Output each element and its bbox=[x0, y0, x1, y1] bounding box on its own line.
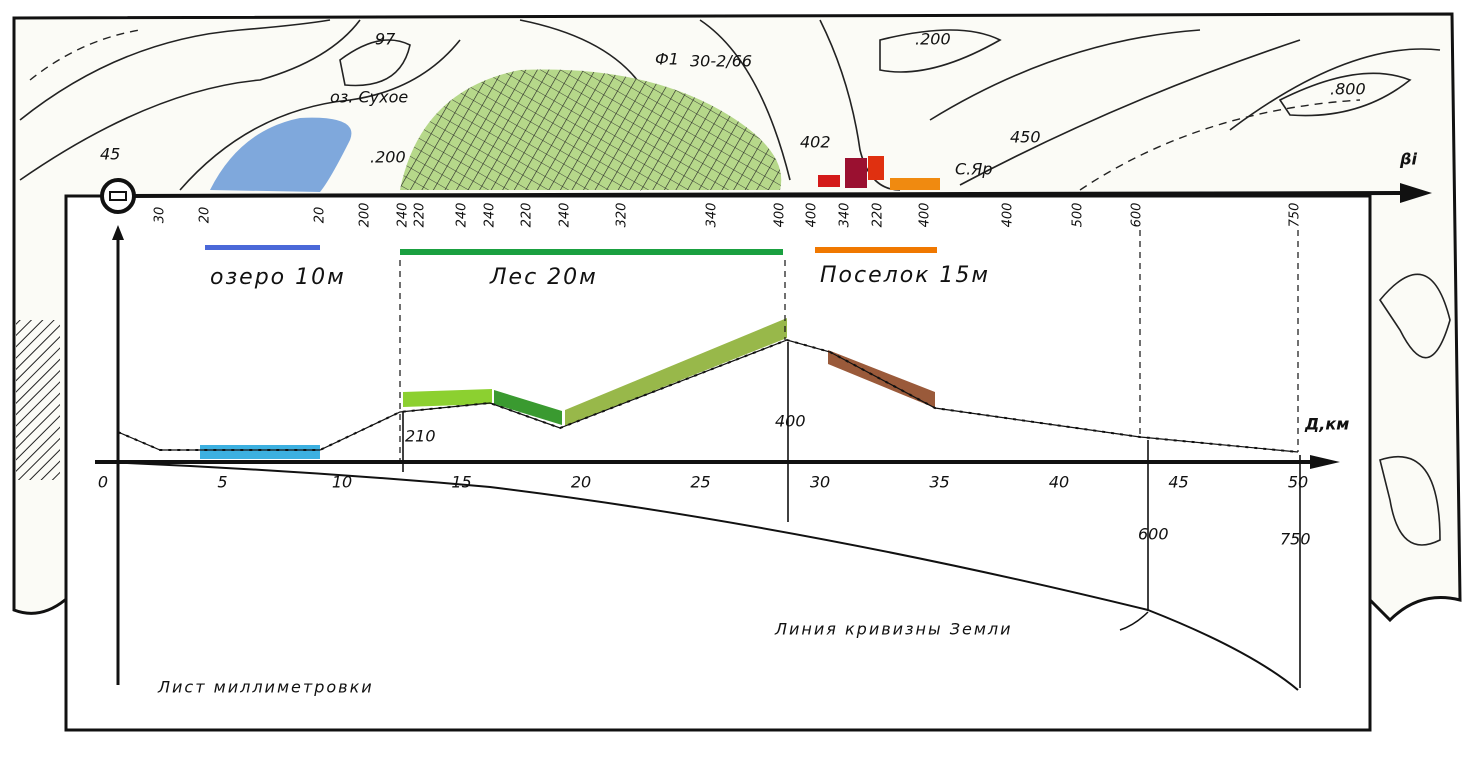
x-tick-label: 10 bbox=[332, 473, 352, 492]
terrain-line bbox=[117, 339, 1299, 453]
lake-bar bbox=[205, 245, 320, 250]
height-label: 400 bbox=[805, 203, 820, 228]
profile-label: 750 bbox=[1280, 530, 1311, 549]
height-label: 220 bbox=[871, 203, 886, 228]
x-tick-label: 15 bbox=[451, 473, 471, 492]
height-label: 240 bbox=[455, 203, 470, 228]
route-arrow bbox=[1400, 183, 1432, 203]
height-label: 30 bbox=[153, 207, 168, 224]
map-label: 30-2/66 bbox=[690, 52, 752, 71]
x-axis-arrow bbox=[1310, 455, 1340, 469]
curvature-label: Линия кривизны Земли bbox=[774, 620, 1013, 639]
start-marker bbox=[100, 178, 136, 214]
forest-bar bbox=[400, 249, 783, 255]
height-label: 220 bbox=[413, 203, 428, 228]
height-label: 220 bbox=[520, 203, 535, 228]
height-label: 240 bbox=[558, 203, 573, 228]
route-line bbox=[117, 191, 1421, 198]
height-label: 400 bbox=[1001, 203, 1016, 228]
forest-profile-2 bbox=[494, 390, 562, 425]
x-tick-label: 50 bbox=[1288, 473, 1308, 492]
height-label: 320 bbox=[615, 203, 630, 228]
map-label: .800 bbox=[1330, 80, 1366, 99]
height-label: 600 bbox=[1130, 203, 1145, 228]
height-label: 750 bbox=[1288, 203, 1303, 228]
profile-label: 400 bbox=[775, 412, 806, 431]
x-tick-label: 35 bbox=[929, 473, 949, 492]
map-label: βi bbox=[1399, 150, 1417, 169]
x-tick-label: 20 bbox=[571, 473, 591, 492]
feature-label: Лес 20м bbox=[489, 265, 598, 290]
x-tick-label: 45 bbox=[1168, 473, 1188, 492]
height-label: 400 bbox=[773, 203, 788, 228]
vertical-arrow bbox=[112, 225, 124, 240]
map-label: 450 bbox=[1010, 128, 1041, 147]
height-label: 20 bbox=[313, 207, 328, 224]
height-label: 20 bbox=[198, 207, 213, 224]
height-label: 200 bbox=[358, 203, 373, 228]
start-icon bbox=[109, 191, 127, 201]
lake bbox=[210, 117, 352, 192]
x-tick-label: 0 bbox=[98, 473, 108, 492]
x-tick-label: 5 bbox=[217, 473, 227, 492]
settlement bbox=[818, 156, 940, 190]
map-label: 402 bbox=[800, 133, 831, 152]
contours bbox=[16, 19, 1451, 546]
map-label: 97 bbox=[375, 30, 396, 49]
lake-profile bbox=[200, 445, 320, 459]
height-label: 240 bbox=[483, 203, 498, 228]
map-label: оз. Сухое bbox=[330, 88, 408, 107]
height-label: 400 bbox=[918, 203, 933, 228]
map-label: .200 bbox=[915, 30, 951, 49]
measure-lines bbox=[402, 342, 1301, 688]
height-label: 500 bbox=[1071, 203, 1086, 228]
map-label: Ф1 bbox=[655, 50, 679, 69]
forest-profile-1 bbox=[403, 389, 492, 407]
feature-label: озеро 10м bbox=[210, 265, 346, 290]
settlement-bar bbox=[815, 247, 937, 253]
guide-lines bbox=[399, 230, 1299, 462]
height-label: 340 bbox=[705, 203, 720, 228]
curvature-line bbox=[102, 461, 1299, 691]
forest-hatch bbox=[400, 69, 782, 190]
x-tick-label: 25 bbox=[690, 473, 710, 492]
map-label: С.Яр bbox=[955, 160, 993, 179]
height-label: 340 bbox=[838, 203, 853, 228]
forest-profile-3 bbox=[565, 318, 787, 426]
map-label: 45 bbox=[100, 145, 120, 164]
height-label: 240 bbox=[396, 203, 411, 228]
map-label: .200 bbox=[370, 148, 406, 167]
annotation-pointer bbox=[1119, 611, 1149, 631]
axis-label: Д,км bbox=[1304, 415, 1349, 434]
profile-label: 600 bbox=[1138, 525, 1169, 544]
x-tick-label: 40 bbox=[1049, 473, 1069, 492]
feature-label: Поселок 15м bbox=[820, 263, 990, 288]
x-tick-label: 30 bbox=[810, 473, 830, 492]
sheet-label: Лист миллиметровки bbox=[157, 678, 374, 697]
profile-label: 210 bbox=[405, 427, 436, 446]
